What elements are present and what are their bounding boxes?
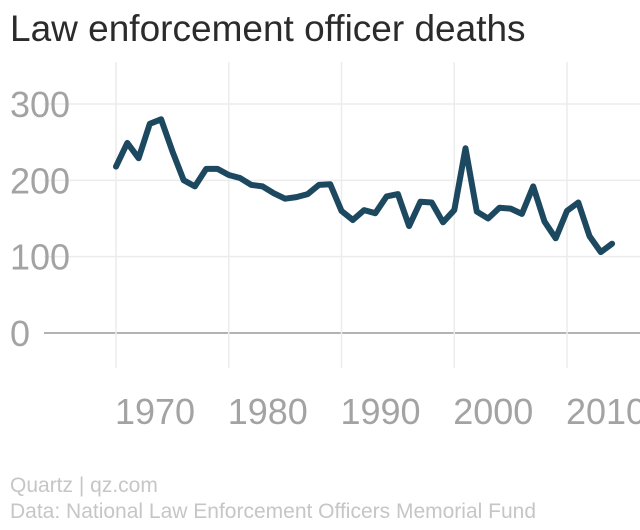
x-tick-label-1990: 1990 xyxy=(340,391,420,432)
series-line-0 xyxy=(113,116,616,256)
footer-credit: Quartz | qz.com xyxy=(10,474,158,497)
x-axis-tick-labels: 1970 1980 1990 2000 2010 xyxy=(115,391,640,432)
x-tick-label-1980: 1980 xyxy=(228,391,308,432)
x-tick-label-1970: 1970 xyxy=(115,391,195,432)
chart-title: Law enforcement officer deaths xyxy=(10,8,526,49)
x-tick-label-2000: 2000 xyxy=(453,391,533,432)
footer-source: Data: National Law Enforcement Officers … xyxy=(10,500,537,523)
line-chart: 0 100 200 300 1970 1980 1990 2000 2010 xyxy=(10,62,640,432)
x-tick-label-2010: 2010 xyxy=(566,391,640,432)
series-layer xyxy=(113,116,616,256)
y-axis-tick-labels: 0 100 200 300 xyxy=(10,84,70,354)
y-tick-label-100: 100 xyxy=(10,237,70,278)
y-tick-label-300: 300 xyxy=(10,84,70,125)
y-tick-label-200: 200 xyxy=(10,160,70,201)
y-tick-label-0: 0 xyxy=(10,313,30,354)
